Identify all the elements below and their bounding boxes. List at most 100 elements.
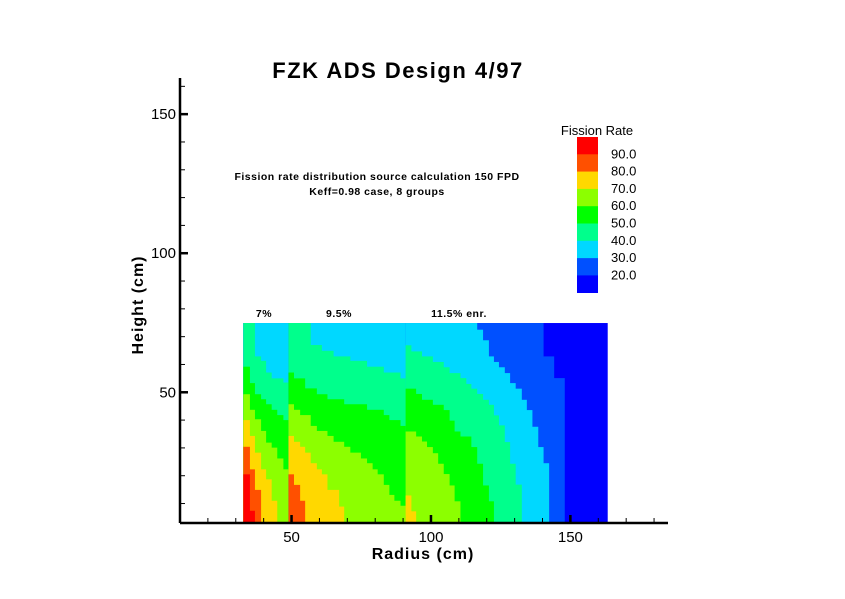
contour-cell-level-20	[553, 378, 565, 524]
legend-color-swatch	[577, 171, 598, 190]
contour-cell-level-60	[405, 431, 417, 524]
legend-label: 60.0	[611, 198, 636, 213]
legend-color-swatch	[577, 154, 598, 172]
contour-cell-level-30	[526, 410, 533, 524]
contour-cell-level-80	[299, 500, 306, 524]
contour-cell-level-40	[504, 442, 511, 524]
contour-cell-level-50	[400, 425, 407, 524]
contour-cell-level-50	[459, 436, 472, 524]
contour-cell-level-70	[293, 441, 301, 524]
zone-label-11-5pct: 11.5% enr.	[431, 308, 487, 320]
legend-title: Fission Rate	[561, 123, 633, 138]
contour-cell-level-70	[304, 452, 311, 524]
contour-cell-level-50	[383, 415, 390, 524]
contour-cell-level-60	[449, 485, 455, 524]
x-tick-label: 50	[283, 529, 300, 546]
contour-cell-level-70	[260, 469, 267, 524]
contour-cell-level-70	[316, 469, 322, 524]
contour-cell-level-60	[393, 500, 401, 524]
contour-cell-level-80	[254, 489, 262, 524]
contour-cell-level-50	[470, 447, 478, 524]
contour-cell-level-30	[521, 399, 527, 524]
contour-cell-level-70	[265, 479, 272, 524]
contour-cell-level-60	[276, 458, 284, 524]
legend-label: 50.0	[611, 216, 636, 231]
contour-field	[243, 323, 608, 524]
contour-cell-level-60	[372, 469, 378, 524]
y-tick-label: 50	[159, 384, 176, 401]
contour-cell-level-70	[254, 452, 262, 524]
contour-cell-level-60	[415, 436, 422, 524]
legend-color-swatch	[577, 275, 598, 293]
legend-color-swatch	[577, 240, 598, 259]
contour-cell-level-70	[326, 489, 340, 524]
contour-cell-level-50	[454, 431, 461, 524]
contour-cell-level-50	[388, 420, 401, 524]
contour-cell-level-60	[282, 469, 289, 524]
contour-cell-level-30	[509, 383, 516, 524]
x-axis-label: Radius (cm)	[372, 546, 475, 563]
contour-cell-level-50	[476, 463, 484, 524]
zone-2	[288, 323, 407, 524]
contour-cell-level-30	[537, 447, 544, 524]
contour-cell-level-70	[338, 506, 345, 524]
contour-cell-level-30	[531, 426, 539, 524]
legend-color-swatch	[577, 206, 598, 224]
contour-cell-level-60	[426, 447, 433, 524]
contour-cell-level-50	[482, 485, 489, 524]
contour-cell-level-80	[288, 474, 294, 524]
contour-cell-level-50	[443, 410, 450, 524]
contour-cell-level-60	[377, 474, 384, 524]
contour-cell-level-40	[488, 404, 494, 524]
legend-color-swatch	[577, 223, 598, 242]
y-tick-label: 150	[151, 106, 176, 123]
contour-cell-level-30	[543, 463, 550, 524]
legend-label: 40.0	[611, 233, 636, 248]
contour-cell-level-60	[360, 458, 368, 524]
contour-cell-level-60	[343, 446, 351, 524]
contour-cell-level-70	[271, 500, 278, 524]
y-axis-label: Height (cm)	[130, 256, 147, 355]
zone-label-7pct: 7%	[256, 308, 272, 320]
contour-cell-level-50	[449, 420, 455, 524]
axes: 50 100 150 50 100 150	[151, 78, 668, 546]
contour-cell-level-60	[388, 494, 395, 524]
contour-cell-level-80	[293, 484, 301, 524]
contour-cell-level-60	[349, 452, 361, 524]
contour-cell-level-70	[299, 446, 306, 524]
annotation-line-1: Fission rate distribution source calcula…	[234, 171, 519, 183]
contour-cell-level-60	[383, 484, 390, 524]
contour-cell-level-40	[476, 393, 484, 524]
legend-label: 90.0	[611, 146, 636, 161]
legend: Fission Rate 90.0 80.0 70.0 60.0 50.0 40.0 30.…	[561, 123, 636, 293]
contour-cell-level-60	[366, 463, 373, 524]
contour-cell-level-40	[493, 415, 499, 524]
contour-cell-level-60	[443, 474, 450, 524]
contour-cell-level-60	[400, 505, 407, 524]
legend-color-swatch	[577, 137, 598, 155]
contour-cell-level-20	[543, 356, 555, 524]
legend-label: 80.0	[611, 164, 636, 179]
chart-title: FZK ADS Design 4/97	[272, 58, 523, 83]
contour-cell-level-70	[321, 474, 328, 524]
annotation-line-2: Keff=0.98 case, 8 groups	[309, 186, 444, 198]
zone-3	[405, 323, 608, 524]
contour-cell-level-90	[249, 510, 255, 524]
contour-cell-level-40	[509, 463, 516, 524]
contour-cell-level-60	[271, 447, 278, 524]
contour-cell-level-40	[515, 484, 522, 524]
legend-color-swatch	[577, 188, 598, 207]
zone-label-9-5pct: 9.5%	[326, 308, 352, 320]
legend-color-swatch	[577, 258, 598, 276]
contour-cell-level-70	[410, 511, 417, 524]
x-tick-label: 100	[418, 529, 443, 546]
contour-cell-level-60	[432, 453, 439, 524]
contour-cell-level-90	[243, 474, 250, 524]
legend-label: 20.0	[611, 267, 636, 282]
contour-cell-level-50	[488, 501, 494, 524]
legend-label: 70.0	[611, 181, 636, 196]
contour-cell-level-60	[326, 435, 334, 524]
contour-cell-level-60	[333, 441, 345, 524]
contour-cell-level-40	[482, 399, 489, 524]
